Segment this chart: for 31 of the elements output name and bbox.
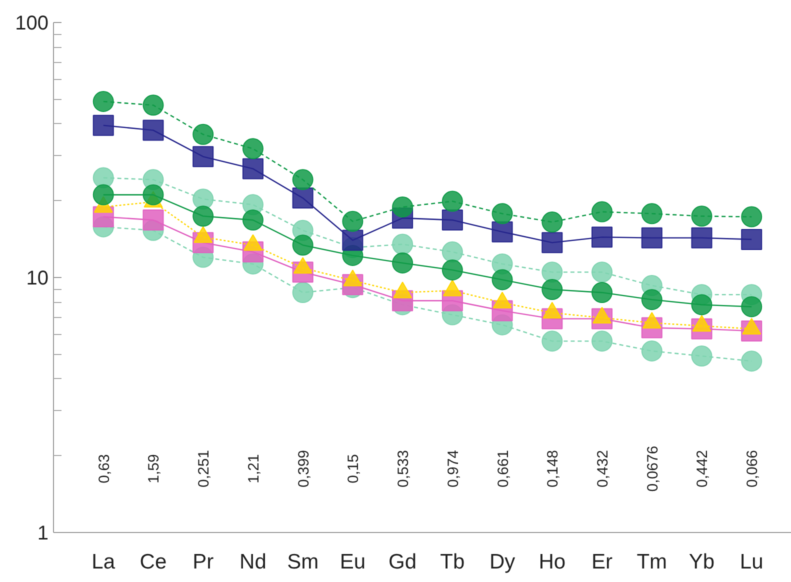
annotation: 0,63	[96, 454, 113, 484]
annotation: 0,399	[295, 450, 312, 488]
annotation: 0,0676	[644, 446, 662, 492]
annotation: 0,974	[444, 450, 462, 488]
x-tick-label: Tb	[440, 550, 465, 574]
x-tick-label: Nd	[240, 550, 266, 574]
annotation: 0,15	[345, 454, 362, 484]
annotation: 0,533	[395, 450, 412, 488]
annotation: 0,148	[544, 450, 562, 488]
x-tick-label: La	[92, 550, 116, 574]
annotation: 1,21	[245, 454, 262, 484]
annotation: 0,661	[494, 450, 512, 488]
x-tick-label: Tm	[636, 550, 668, 574]
x-tick-label: Pr	[192, 550, 214, 574]
x-tick-label: Yb	[688, 550, 715, 574]
annotation: 1,59	[146, 454, 163, 484]
annotation: 0,251	[196, 450, 213, 488]
y-tick-label: 100	[15, 12, 49, 34]
x-tick-label: Ce	[140, 550, 167, 574]
x-tick-label: Lu	[740, 550, 764, 574]
annotation: 0,066	[744, 450, 762, 488]
x-tick-label: Ho	[538, 550, 566, 574]
annotation: 0,432	[594, 450, 612, 488]
annotation: 0,442	[694, 450, 712, 488]
y-tick-label: 1	[37, 522, 48, 544]
x-tick-label: Sm	[287, 550, 319, 574]
x-tick-label: Eu	[340, 550, 366, 574]
x-tick-label: Er	[592, 550, 613, 574]
x-tick-label: Dy	[489, 550, 516, 574]
x-tick-label: Gd	[388, 550, 417, 574]
y-tick-label: 10	[26, 268, 49, 290]
